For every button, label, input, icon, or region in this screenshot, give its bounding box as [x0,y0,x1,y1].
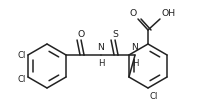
Text: N: N [132,43,138,52]
Text: Cl: Cl [18,74,26,83]
Text: Cl: Cl [150,91,158,100]
Text: H: H [132,58,138,67]
Text: O: O [130,9,137,18]
Text: S: S [112,30,118,39]
Text: N: N [98,43,105,52]
Text: OH: OH [161,9,175,18]
Text: H: H [98,58,104,67]
Text: O: O [77,30,85,39]
Text: Cl: Cl [18,51,26,60]
